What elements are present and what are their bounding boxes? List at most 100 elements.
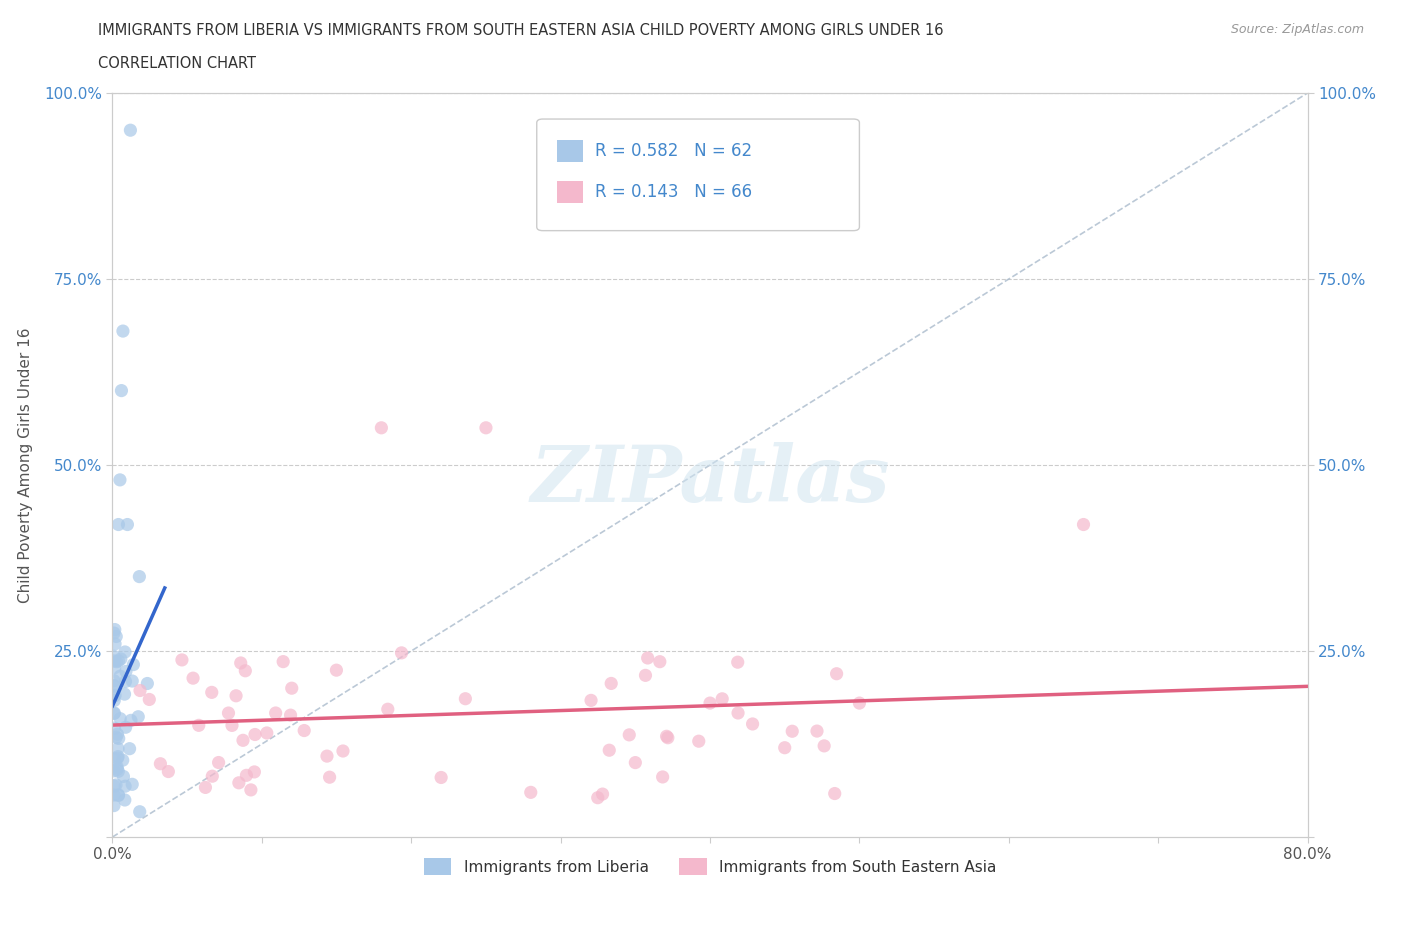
- Point: [318, 770, 340, 785]
- Point: [648, 654, 671, 669]
- Point: [112, 769, 135, 784]
- Point: [325, 663, 347, 678]
- Point: [600, 676, 623, 691]
- Point: [105, 760, 128, 775]
- Point: [103, 751, 125, 766]
- Point: [103, 689, 125, 704]
- Point: [107, 741, 129, 756]
- Point: [780, 724, 803, 738]
- Point: [114, 686, 136, 701]
- Point: [111, 324, 134, 339]
- Point: [239, 782, 262, 797]
- Point: [586, 790, 609, 805]
- Point: [107, 764, 129, 778]
- Point: [1073, 517, 1095, 532]
- Text: Source: ZipAtlas.com: Source: ZipAtlas.com: [1230, 23, 1364, 36]
- Point: [108, 472, 131, 487]
- Point: [181, 671, 204, 685]
- Point: [624, 755, 647, 770]
- Point: [120, 713, 142, 728]
- Point: [121, 673, 143, 688]
- Point: [201, 684, 224, 699]
- Point: [316, 749, 339, 764]
- Point: [655, 729, 678, 744]
- Point: [107, 726, 129, 741]
- Point: [103, 706, 125, 721]
- Point: [520, 785, 543, 800]
- Point: [104, 688, 127, 703]
- Point: [727, 706, 749, 721]
- Point: [127, 710, 149, 724]
- Point: [271, 654, 294, 669]
- Point: [103, 626, 125, 641]
- Text: IMMIGRANTS FROM LIBERIA VS IMMIGRANTS FROM SOUTH EASTERN ASIA CHILD POVERTY AMON: IMMIGRANTS FROM LIBERIA VS IMMIGRANTS FR…: [98, 23, 943, 38]
- Point: [107, 731, 129, 746]
- Point: [107, 788, 129, 803]
- Point: [634, 668, 657, 683]
- Point: [121, 777, 143, 791]
- Point: [592, 787, 614, 802]
- Legend: Immigrants from Liberia, Immigrants from South Eastern Asia: Immigrants from Liberia, Immigrants from…: [418, 852, 1002, 882]
- Point: [118, 741, 141, 756]
- Point: [105, 777, 128, 792]
- Point: [129, 683, 152, 698]
- Point: [201, 769, 224, 784]
- Point: [104, 636, 127, 651]
- Point: [332, 744, 354, 759]
- Point: [235, 768, 257, 783]
- Point: [579, 693, 602, 708]
- Point: [806, 724, 828, 738]
- Point: [657, 730, 679, 745]
- Point: [107, 517, 129, 532]
- Point: [103, 788, 125, 803]
- Point: [107, 751, 129, 765]
- Point: [813, 738, 835, 753]
- Point: [122, 658, 145, 672]
- Point: [221, 718, 243, 733]
- Point: [103, 673, 125, 688]
- FancyBboxPatch shape: [557, 140, 583, 162]
- Point: [292, 724, 315, 738]
- Point: [699, 696, 721, 711]
- Point: [103, 679, 125, 694]
- Point: [280, 708, 302, 723]
- Point: [773, 740, 796, 755]
- Point: [103, 693, 125, 708]
- Point: [114, 792, 136, 807]
- Point: [475, 420, 498, 435]
- Point: [110, 383, 132, 398]
- Point: [651, 769, 673, 784]
- Point: [103, 678, 125, 693]
- Point: [430, 770, 453, 785]
- Point: [103, 798, 125, 813]
- Text: R = 0.143   N = 66: R = 0.143 N = 66: [595, 183, 752, 201]
- Point: [825, 666, 848, 681]
- Point: [114, 720, 136, 735]
- Point: [117, 517, 139, 532]
- Point: [105, 730, 128, 745]
- Point: [115, 664, 138, 679]
- Point: [281, 681, 304, 696]
- Point: [243, 764, 266, 779]
- Point: [243, 727, 266, 742]
- Point: [104, 660, 127, 675]
- Point: [194, 780, 217, 795]
- FancyBboxPatch shape: [557, 180, 583, 203]
- Point: [727, 655, 749, 670]
- Point: [824, 786, 846, 801]
- Point: [105, 654, 128, 669]
- Point: [114, 644, 136, 659]
- Point: [114, 778, 136, 793]
- Point: [136, 676, 159, 691]
- FancyBboxPatch shape: [537, 119, 859, 231]
- Point: [103, 649, 125, 664]
- Point: [128, 804, 150, 819]
- Point: [264, 706, 287, 721]
- Point: [108, 711, 131, 726]
- Point: [149, 756, 172, 771]
- Point: [138, 692, 160, 707]
- Text: CORRELATION CHART: CORRELATION CHART: [98, 56, 256, 71]
- Point: [207, 755, 229, 770]
- Point: [103, 778, 125, 793]
- Point: [454, 691, 477, 706]
